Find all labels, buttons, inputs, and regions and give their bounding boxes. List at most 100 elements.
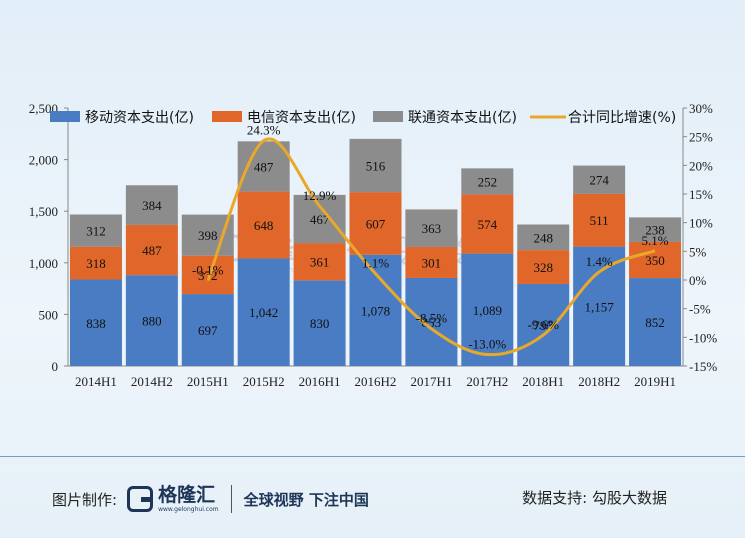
bar-value-label: 838	[86, 316, 106, 331]
gelonghui-logo-icon	[127, 486, 154, 512]
bar-unicom	[69, 214, 122, 247]
bar-telecom	[181, 255, 234, 295]
bar-telecom	[69, 246, 122, 280]
bar-value-label: 697	[198, 323, 218, 338]
footer-credit: 图片制作: 格隆汇 www.gelonghui.com 全球视野 下注中国	[52, 485, 369, 513]
y-right-tick-label: 5%	[689, 244, 707, 259]
y-left-tick-label: 1,000	[29, 256, 58, 271]
growth-rate-line	[206, 137, 656, 357]
capex-chart: 格隆汇www.gelonghui.com勾股大数据05001,0001,5002…	[29, 101, 718, 389]
bar-value-label: 467	[310, 212, 330, 227]
legend-unicom-swatch	[373, 111, 403, 122]
bar-value-label: 1,042	[249, 305, 278, 320]
bar-mobile	[517, 283, 570, 366]
bar-value-label: 487	[142, 243, 162, 258]
bar-telecom	[461, 194, 514, 254]
growth-rate-label: 5.1%	[641, 233, 668, 248]
bar-value-label: 363	[422, 221, 442, 236]
bar-telecom	[517, 250, 570, 284]
footer-divider	[230, 485, 232, 513]
x-tick-label: 2015H2	[243, 374, 285, 389]
x-tick-label: 2015H1	[187, 374, 229, 389]
growth-rate-label: -13.0%	[468, 337, 506, 352]
slogan: 全球视野 下注中国	[243, 490, 369, 509]
x-tick-label: 2016H1	[299, 374, 341, 389]
bar-value-label: 318	[86, 256, 106, 271]
bar-telecom	[349, 192, 402, 255]
y-right-tick-label: -10%	[689, 330, 717, 345]
bar-mobile	[293, 280, 346, 366]
x-tick-label: 2017H2	[466, 374, 508, 389]
bar-unicom	[629, 217, 682, 242]
made-by-label: 图片制作:	[52, 490, 118, 509]
growth-rate-label: -9.6%	[528, 317, 560, 332]
bar-value-label: 238	[645, 223, 665, 238]
bar-telecom	[405, 246, 458, 278]
bar-value-label: 252	[478, 174, 498, 189]
bar-unicom	[125, 185, 178, 225]
legend-telecom-swatch	[212, 111, 242, 122]
growth-rate-label: 24.3%	[247, 123, 281, 138]
growth-rate-label: -0.1%	[192, 263, 224, 278]
bar-unicom	[293, 194, 346, 244]
bar-value-label: 607	[366, 216, 386, 231]
bar-value-label: 301	[422, 255, 442, 270]
bar-unicom	[181, 214, 234, 256]
x-tick-label: 2014H1	[75, 374, 117, 389]
x-tick-label: 2014H2	[131, 374, 173, 389]
y-right-tick-label: 15%	[689, 187, 713, 202]
y-left-tick-label: 2,000	[29, 153, 58, 168]
x-tick-label: 2018H2	[578, 374, 620, 389]
x-tick-label: 2019H1	[634, 374, 676, 389]
growth-rate-label: 12.9%	[303, 188, 337, 203]
bar-value-label: 350	[645, 253, 665, 268]
bar-value-label: 511	[590, 213, 609, 228]
bar-unicom	[349, 138, 402, 193]
legend-unicom-label: 联通资本支出(亿)	[408, 110, 517, 126]
y-right-tick-label: 30%	[689, 101, 713, 116]
x-tick-label: 2018H1	[522, 374, 564, 389]
bar-unicom	[573, 165, 626, 194]
bar-value-label: 516	[366, 158, 386, 173]
y-right-tick-label: -5%	[689, 302, 711, 317]
bar-value-label: 384	[142, 198, 162, 213]
bar-mobile	[573, 246, 626, 366]
bar-telecom	[125, 224, 178, 276]
bar-mobile	[125, 275, 178, 366]
bar-value-label: 328	[533, 260, 553, 275]
bar-unicom	[405, 209, 458, 247]
bar-value-label: 398	[198, 228, 218, 243]
bar-mobile	[461, 253, 514, 366]
bar-mobile	[69, 279, 122, 366]
bar-value-label: 361	[310, 255, 330, 270]
legend-growth-rate-label: 合计同比增速(%)	[568, 110, 676, 126]
bar-value-label: 274	[589, 173, 609, 188]
bar-telecom	[573, 193, 626, 247]
bar-value-label: 312	[86, 224, 106, 239]
footer: 图片制作: 格隆汇 www.gelonghui.com 全球视野 下注中国 数据…	[0, 456, 745, 538]
growth-rate-label: 1.1%	[362, 256, 389, 271]
bar-telecom	[293, 243, 346, 281]
bar-value-label: 830	[310, 316, 330, 331]
data-support: 数据支持: 勾股大数据	[522, 489, 667, 507]
y-right-tick-label: 0%	[689, 273, 707, 288]
y-right-tick-label: 10%	[689, 216, 713, 231]
bar-telecom	[237, 191, 290, 259]
y-left-tick-label: 500	[39, 307, 59, 322]
y-left-tick-label: 0	[52, 359, 59, 374]
bar-unicom	[517, 224, 570, 251]
bar-value-label: 574	[478, 217, 498, 232]
gelonghui-logo: 格隆汇 www.gelonghui.com	[127, 483, 219, 513]
logo-text: 格隆汇	[158, 483, 216, 506]
bar-mobile	[405, 277, 458, 366]
bar-value-label: 852	[645, 315, 665, 330]
bar-value-label: 1,078	[361, 303, 390, 318]
legend-mobile-swatch	[50, 111, 80, 122]
bar-value-label: 487	[254, 159, 274, 174]
bar-value-label: 372	[198, 268, 218, 283]
bar-value-label: 1,157	[585, 299, 615, 314]
legend-mobile-label: 移动资本支出(亿)	[85, 110, 194, 126]
y-left-tick-label: 1,500	[29, 204, 58, 219]
growth-rate-label: 1.4%	[586, 254, 613, 269]
bar-value-label: 248	[533, 230, 553, 245]
